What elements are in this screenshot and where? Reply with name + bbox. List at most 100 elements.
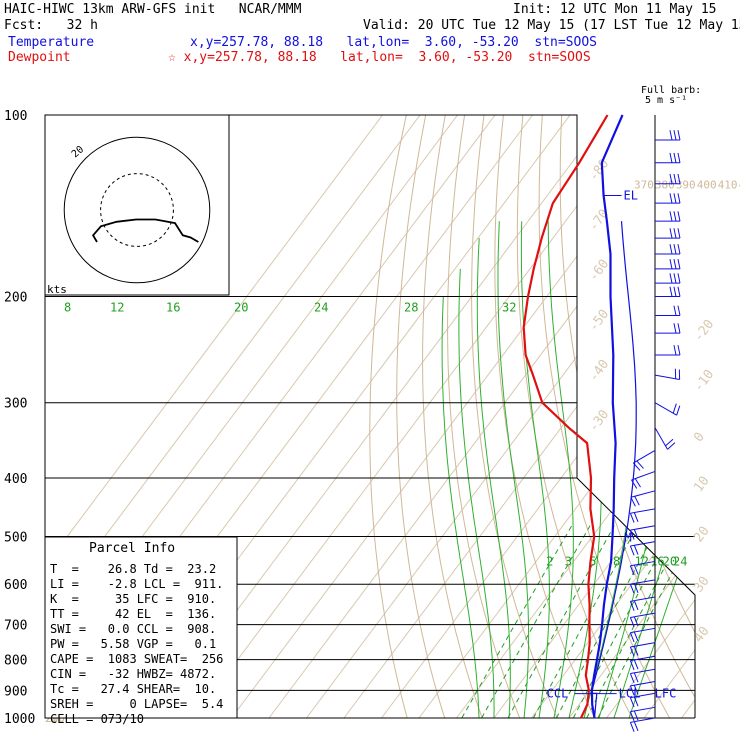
pressure-tick-label: 100	[4, 109, 27, 124]
isotherm-line	[531, 115, 695, 718]
isotherm-line	[45, 115, 383, 718]
hodograph-trace	[91, 218, 199, 243]
parcel-info-row: Tc = 27.4 SHEAR= 10.	[50, 682, 216, 696]
el-label: EL	[624, 189, 638, 203]
wind-barb	[629, 717, 656, 732]
isotherm-label: 30	[691, 574, 712, 596]
pressure-tick-label: 500	[4, 530, 27, 545]
isotherm-label: -30	[586, 407, 612, 435]
moist-adiabat-line	[520, 221, 550, 718]
dry-adiabat-line	[737, 115, 740, 731]
wind-barb	[629, 655, 656, 671]
parcel-info-row: LI = -2.8 LCL = 911.	[50, 577, 223, 591]
wind-barb	[629, 525, 656, 540]
wind-barb	[655, 286, 681, 298]
hodograph-ring-outer	[63, 136, 211, 284]
wind-barb	[655, 130, 681, 141]
dry-adiabat-line	[619, 115, 695, 718]
isotherm-line	[231, 115, 683, 718]
mixing-ratio-line	[481, 525, 591, 718]
pressure-tick-label: 700	[4, 619, 27, 634]
parcel-info-row: CAPE = 1083 SWEAT= 256	[50, 652, 223, 666]
isotherm-label: 40	[691, 624, 712, 646]
hodograph-units-label: kts	[47, 283, 67, 296]
wind-barb	[629, 612, 656, 627]
wind-barb	[654, 402, 681, 416]
wind-barb	[629, 541, 656, 556]
isotherm-line	[306, 115, 695, 718]
mixing-ratio-label-lower: 3	[565, 554, 572, 568]
lcl-label: LCL	[619, 687, 641, 701]
sounding-layer	[522, 114, 637, 719]
wind-barb	[654, 368, 681, 380]
parcel-info-row: SWI = 0.0 CCL = 908.	[50, 622, 216, 636]
parcel-info-row: CIN = -32 HWBZ= 4872.	[50, 667, 216, 681]
hodograph-ring-inner	[100, 173, 174, 247]
parcel-info-row: SREH = 0 LAPSE= 5.4	[50, 697, 223, 711]
moist-adiabat-line	[547, 221, 574, 718]
dry-adiabat-line	[559, 115, 695, 718]
plot-frame	[45, 114, 696, 718]
isotherm-label: 20	[691, 524, 712, 546]
legend-dewpoint-label: Dewpoint	[8, 50, 71, 65]
mixing-ratio-line	[461, 525, 573, 718]
wind-barb	[655, 259, 681, 270]
parcel-info-row: T = 26.8 Td = 23.2	[50, 562, 216, 576]
parcel-info-row: TT = 42 EL = 136.	[50, 607, 216, 621]
mixing-ratio-label-upper: 16	[166, 301, 180, 315]
theta-label: 390	[676, 179, 696, 192]
isotherm-line	[268, 115, 695, 718]
header-init-time: Init: 12 UTC Mon 11 May 15	[513, 2, 717, 17]
wind-barb	[629, 681, 656, 696]
wind-barb	[655, 211, 681, 222]
lfc-label: LFC	[655, 687, 677, 701]
theta-label: 410	[718, 179, 738, 192]
moist-adiabat-line	[613, 221, 695, 718]
dry-adiabat-line	[494, 115, 602, 718]
mixing-ratio-label-lower: 8	[613, 554, 620, 568]
mixing-ratio-label-upper: 20	[234, 301, 248, 315]
isotherm-label: -20	[691, 317, 717, 345]
wind-barb	[654, 427, 676, 450]
pressure-tick-label: 1000	[4, 712, 35, 727]
wind-barb	[629, 627, 656, 643]
dry-adiabat-line	[538, 115, 678, 718]
pressure-tick-label: 600	[4, 578, 27, 593]
wind-barb	[629, 560, 656, 576]
isotherm-label: -50	[586, 307, 612, 335]
moist-adiabat-line	[458, 268, 495, 718]
header-forecast-hour: Fcst: 32 h	[4, 18, 98, 33]
theta-label: 420	[739, 179, 740, 192]
dewpoint-line	[522, 114, 609, 719]
pressure-tick-label: 800	[4, 654, 27, 669]
parcel-info-row: CELL = 073/10	[50, 712, 144, 726]
parcel-info-row: K = 35 LFC = 910.	[50, 592, 216, 606]
mixing-ratio-label-lower: 2	[546, 554, 553, 568]
wind-barb	[630, 490, 656, 507]
wind-barb	[655, 228, 681, 239]
wind-barb	[655, 345, 681, 356]
barb-note-title: Full barb:	[641, 85, 702, 96]
pressure-tick-label: 200	[4, 291, 27, 306]
dry-adiabat-line	[516, 115, 640, 718]
isotherm-line	[418, 115, 695, 718]
dry-adiabat-line	[447, 115, 526, 718]
wind-barb	[631, 470, 656, 489]
ccl-label: CCL	[547, 687, 569, 701]
m-label: M	[625, 530, 632, 544]
parcel-line	[590, 221, 637, 719]
mixing-ratio-label-upper: 32	[502, 301, 516, 315]
mixing-ratio-label-upper: 28	[404, 301, 418, 315]
isotherm-line	[568, 115, 695, 718]
wind-barb	[655, 193, 681, 204]
legend-dewpoint-info: ☆ x,y=257.78, 88.18 lat,lon= 3.60, -53.2…	[168, 50, 591, 65]
wind-barb	[655, 173, 681, 185]
parcel-info-row: PW = 5.58 VGP = 0.1	[50, 637, 216, 651]
moist-adiabat-line	[497, 221, 530, 718]
theta-label: 370	[634, 179, 654, 192]
wind-barb	[629, 508, 656, 523]
annotation-layer: EL M CCL LCL LFC	[547, 189, 677, 701]
mixing-ratio-line	[507, 525, 615, 718]
wind-barb	[629, 642, 656, 657]
dry-adiabat-line	[638, 115, 695, 718]
